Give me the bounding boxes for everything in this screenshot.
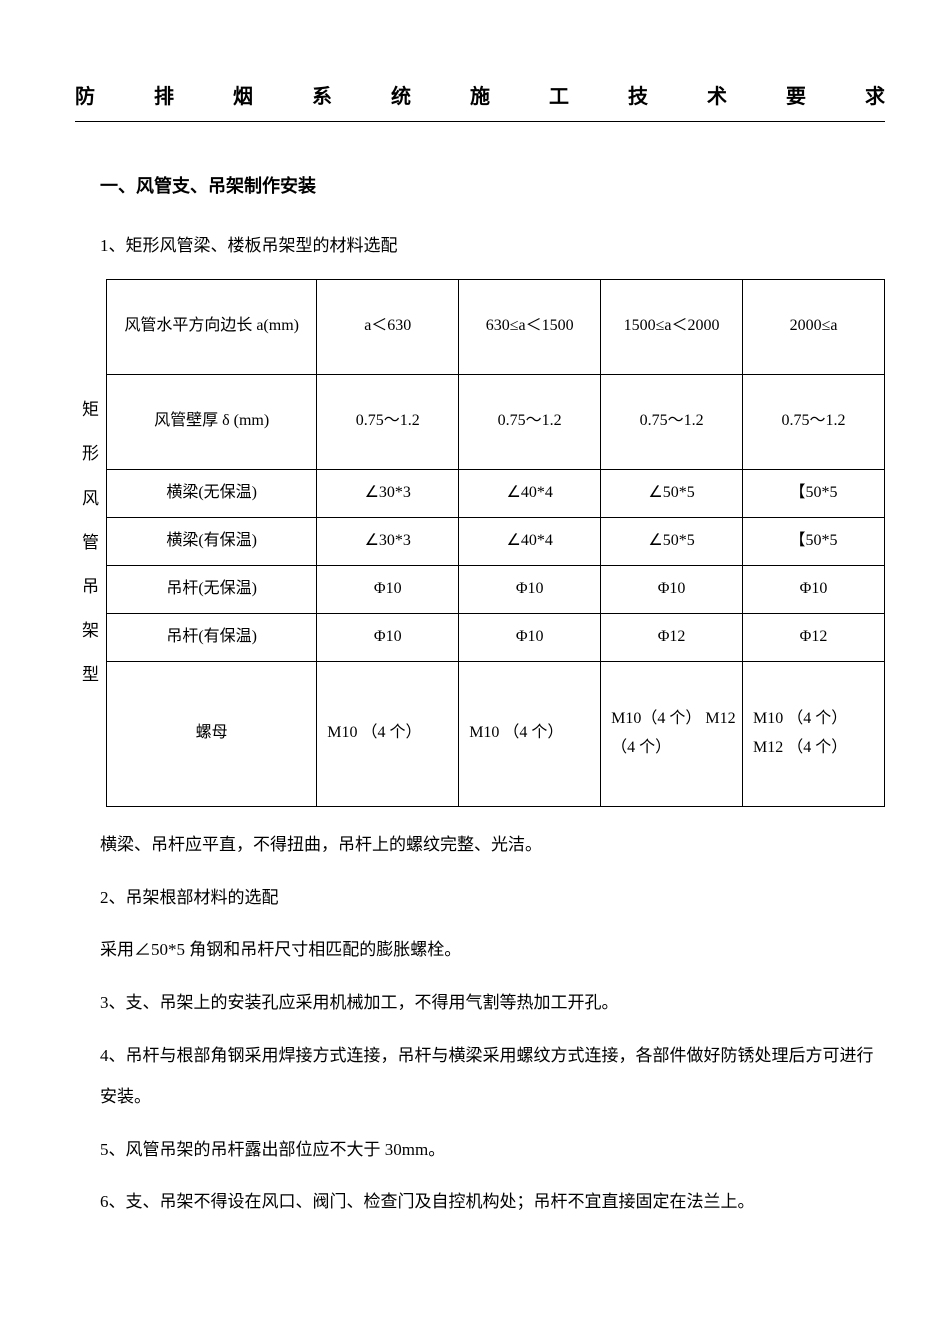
- section-heading: 一、风管支、吊架制作安装: [75, 172, 885, 198]
- title-char: 排: [154, 80, 174, 109]
- table-row: 吊杆(有保温) Φ10 Φ10 Φ12 Φ12: [75, 613, 885, 661]
- table-cell: Φ12: [601, 613, 743, 661]
- paragraph: 6、支、吊架不得设在风口、阀门、检查门及自控机构处；吊杆不宜直接固定在法兰上。: [75, 1182, 885, 1223]
- table-cell: 2000≤a: [743, 279, 885, 374]
- table-cell: ∠40*4: [459, 469, 601, 517]
- title-char: 工: [549, 80, 569, 109]
- table-cell: Φ10: [459, 565, 601, 613]
- table-cell: M10（4 个） M12（4 个）: [601, 661, 743, 806]
- table-cell: ∠30*3: [317, 517, 459, 565]
- title-char: 统: [391, 80, 411, 109]
- table-row: 横梁(有保温) ∠30*3 ∠40*4 ∠50*5 【50*5: [75, 517, 885, 565]
- title-char: 求: [865, 80, 885, 109]
- table-cell: Φ10: [317, 613, 459, 661]
- row-header-beam-ins: 横梁(有保温): [107, 517, 317, 565]
- title-char: 要: [786, 80, 806, 109]
- row-header-beam-no-ins: 横梁(无保温): [107, 469, 317, 517]
- row-header-thick: 风管壁厚 δ (mm): [107, 374, 317, 469]
- table-cell: M10 （4 个）: [459, 661, 601, 806]
- title-char: 技: [628, 80, 648, 109]
- table-cell: Φ10: [743, 565, 885, 613]
- title-char: 施: [470, 80, 490, 109]
- table-cell: Φ12: [743, 613, 885, 661]
- title-char: 烟: [233, 80, 253, 109]
- paragraph: 横梁、吊杆应平直，不得扭曲，吊杆上的螺纹完整、光洁。: [75, 825, 885, 866]
- table-cell: ∠30*3: [317, 469, 459, 517]
- table-cell: 【50*5: [743, 517, 885, 565]
- table-row: 风管壁厚 δ (mm) 0.75～1.2 0.75～1.2 0.75～1.2 0…: [75, 374, 885, 469]
- row-header-rod-no-ins: 吊杆(无保温): [107, 565, 317, 613]
- table-row: 矩形风管吊架型 风管水平方向边长 a(mm) a＜630 630≤a＜1500 …: [75, 279, 885, 374]
- title-char: 术: [707, 80, 727, 109]
- row-header-rod-ins: 吊杆(有保温): [107, 613, 317, 661]
- material-table: 矩形风管吊架型 风管水平方向边长 a(mm) a＜630 630≤a＜1500 …: [75, 279, 885, 807]
- table-row: 横梁(无保温) ∠30*3 ∠40*4 ∠50*5 【50*5: [75, 469, 885, 517]
- table-cell: Φ10: [601, 565, 743, 613]
- table-cell: M10 （4 个）: [317, 661, 459, 806]
- side-label-text: 矩形风管吊架型: [82, 400, 99, 684]
- paragraph: 采用∠50*5 角钢和吊杆尺寸相匹配的膨胀螺栓。: [75, 930, 885, 971]
- table-cell: Φ10: [459, 613, 601, 661]
- document-title: 防 排 烟 系 统 施 工 技 术 要 求: [75, 80, 885, 122]
- row-header-nut: 螺母: [107, 661, 317, 806]
- table-cell: 0.75～1.2: [601, 374, 743, 469]
- paragraph: 5、风管吊架的吊杆露出部位应不大于 30mm。: [75, 1130, 885, 1171]
- side-label: 矩形风管吊架型: [75, 279, 107, 806]
- table-cell: 1500≤a＜2000: [601, 279, 743, 374]
- table-cell: M10 （4 个） M12 （4 个）: [743, 661, 885, 806]
- table-cell: a＜630: [317, 279, 459, 374]
- paragraph: 3、支、吊架上的安装孔应采用机械加工，不得用气割等热加工开孔。: [75, 983, 885, 1024]
- title-char: 防: [75, 80, 95, 109]
- spec-table: 矩形风管吊架型 风管水平方向边长 a(mm) a＜630 630≤a＜1500 …: [75, 279, 885, 807]
- table-cell: ∠50*5: [601, 469, 743, 517]
- table-cell: 630≤a＜1500: [459, 279, 601, 374]
- paragraph: 4、吊杆与根部角钢采用焊接方式连接，吊杆与横梁采用螺纹方式连接，各部件做好防锈处…: [75, 1036, 885, 1118]
- paragraph: 2、吊架根部材料的选配: [75, 878, 885, 919]
- row-header-dim: 风管水平方向边长 a(mm): [107, 279, 317, 374]
- table-cell: 0.75～1.2: [317, 374, 459, 469]
- table-cell: ∠50*5: [601, 517, 743, 565]
- table-cell: ∠40*4: [459, 517, 601, 565]
- table-cell: 0.75～1.2: [743, 374, 885, 469]
- table-cell: 0.75～1.2: [459, 374, 601, 469]
- table-row: 吊杆(无保温) Φ10 Φ10 Φ10 Φ10: [75, 565, 885, 613]
- table-cell: 【50*5: [743, 469, 885, 517]
- title-char: 系: [312, 80, 332, 109]
- table-cell: Φ10: [317, 565, 459, 613]
- table-row: 螺母 M10 （4 个） M10 （4 个） M10（4 个） M12（4 个）…: [75, 661, 885, 806]
- table-intro: 1、矩形风管梁、楼板吊架型的材料选配: [75, 226, 885, 267]
